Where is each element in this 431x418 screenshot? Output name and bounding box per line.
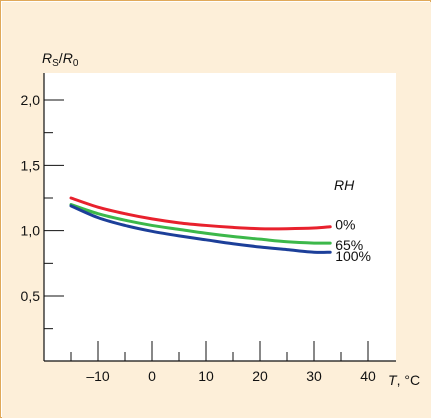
series-line-1 [69, 196, 332, 231]
series-line-2 [69, 203, 332, 245]
x-tick-label: 10 [198, 368, 214, 384]
x-tick-label: 0 [148, 368, 156, 384]
y-tick-label: 2,0 [21, 92, 41, 108]
series-label-1: 0% [335, 217, 355, 233]
series-label-3: 100% [335, 248, 371, 264]
plot-area [44, 73, 396, 361]
x-tick-label: –10 [86, 368, 110, 384]
x-tick-label: 20 [252, 368, 268, 384]
series-line-3 [69, 204, 332, 254]
series-label-2: 65% [335, 237, 363, 253]
x-tick-label: 40 [360, 368, 376, 384]
y-tick-label: 0,5 [21, 288, 41, 304]
y-axis-title: RS/R0 [42, 50, 79, 69]
y-tick-label: 1,5 [21, 157, 41, 173]
x-axis-title: T, °C [388, 372, 420, 388]
x-tick-label: 30 [306, 368, 322, 384]
legend-title: RH [334, 177, 355, 193]
y-tick-label: 1,0 [21, 223, 41, 239]
